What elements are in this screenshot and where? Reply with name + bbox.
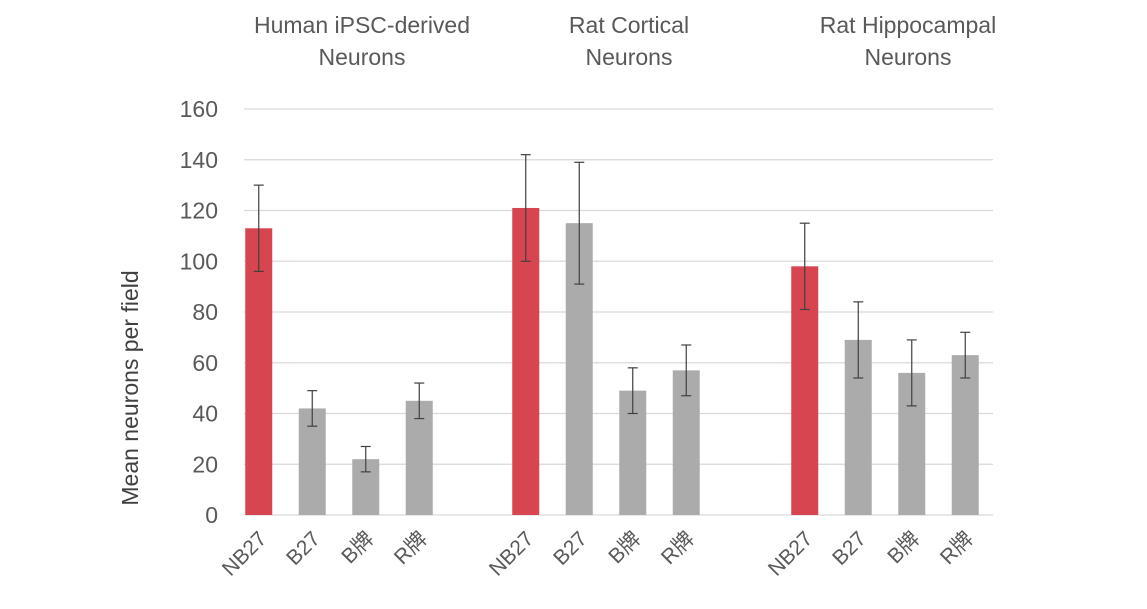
error-bar — [414, 382, 425, 420]
x-tick-label: B27 — [828, 527, 871, 570]
x-tick-label: B27 — [282, 527, 325, 570]
x-tick-label: B牌 — [883, 527, 924, 568]
group-title: Neurons — [319, 44, 406, 70]
group-title: Human iPSC-derived — [254, 12, 470, 38]
group-title: Neurons — [865, 44, 952, 70]
x-tick-label: NB27 — [218, 527, 271, 580]
error-bar — [520, 154, 531, 262]
bar — [245, 228, 273, 515]
y-tick-label: 140 — [180, 147, 218, 173]
y-tick-label: 80 — [192, 299, 218, 325]
bar — [951, 355, 979, 515]
x-tick-label: NB27 — [485, 527, 538, 580]
y-axis-ticks: 0 20 40 60 80 100 120 140 160 — [180, 96, 218, 528]
y-tick-label: 60 — [192, 350, 218, 376]
y-tick-label: 40 — [192, 401, 218, 427]
error-bar — [360, 445, 371, 473]
error-bar — [681, 344, 692, 397]
group-title: Rat Cortical — [569, 12, 689, 38]
x-axis-ticks: NB27 B27 B牌 R牌 NB27 B27 B牌 R牌 NB27 B27 B牌 R牌 — [218, 527, 978, 580]
y-tick-label: 160 — [180, 96, 218, 122]
error-bar — [799, 222, 810, 311]
x-tick-label: B27 — [549, 527, 592, 570]
error-bar — [960, 331, 971, 379]
error-bar — [307, 390, 318, 427]
x-tick-label: B牌 — [337, 527, 378, 568]
y-tick-label: 0 — [205, 502, 218, 528]
gridlines — [244, 108, 993, 516]
x-tick-label: R牌 — [657, 527, 699, 569]
error-bar — [627, 367, 638, 415]
error-bar — [906, 339, 917, 407]
error-bars — [253, 154, 971, 473]
error-bar — [853, 301, 864, 379]
y-tick-label: 20 — [192, 451, 218, 477]
y-tick-label: 100 — [180, 248, 218, 274]
error-bar — [253, 184, 264, 272]
group-title: Neurons — [586, 44, 673, 70]
bars — [245, 207, 979, 515]
group-titles: Human iPSC-derived Neurons Rat Cortical Neu… — [254, 12, 996, 70]
y-axis-label: Mean neurons per field — [117, 270, 143, 505]
y-tick-label: 120 — [180, 198, 218, 224]
bar — [405, 400, 433, 515]
x-tick-label: NB27 — [764, 527, 817, 580]
error-bar — [574, 161, 585, 285]
x-tick-label: R牌 — [936, 527, 978, 569]
x-tick-label: B牌 — [604, 527, 645, 568]
x-tick-label: R牌 — [390, 527, 432, 569]
group-title: Rat Hippocampal — [820, 12, 996, 38]
